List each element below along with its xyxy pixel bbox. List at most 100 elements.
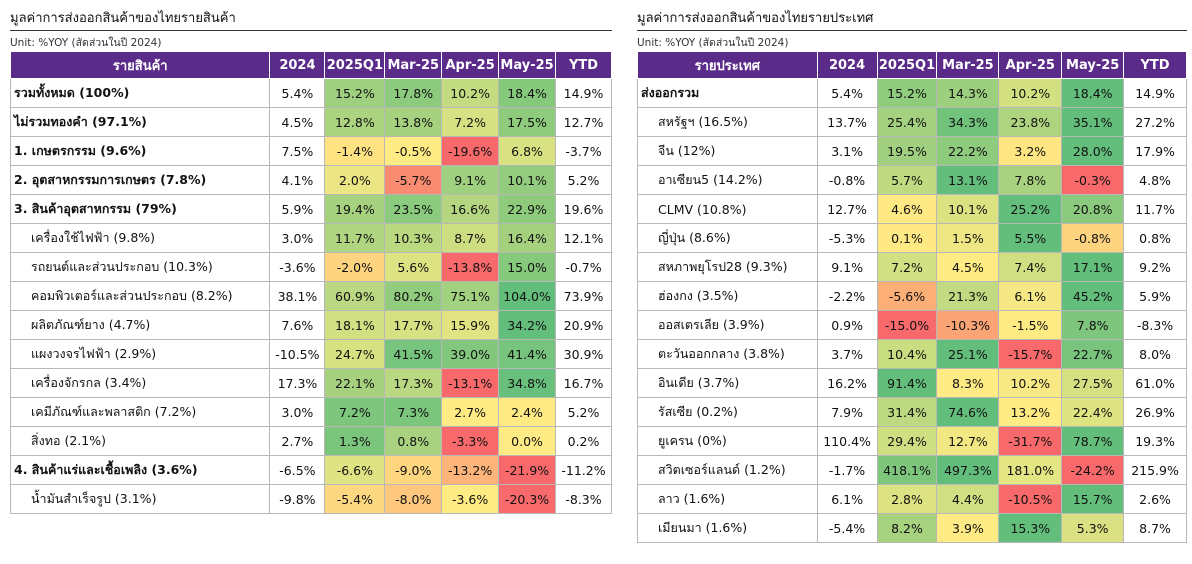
row-label: อินเดีย (3.7%)	[637, 368, 818, 398]
country-table-title: มูลค่าการส่งออกสินค้าของไทยรายประเทศ	[637, 8, 1187, 31]
value-cell: -0.3%	[1061, 165, 1125, 195]
value-cell: 104.0%	[498, 281, 557, 311]
value-cell: 8.7%	[441, 223, 500, 253]
table-row: สหภาพยุโรป28 (9.3%) 9.1% 7.2% 4.5% 7.4% 17.1%…	[637, 252, 1187, 282]
value-cell: 12.1%	[555, 223, 612, 253]
value-cell: 13.2%	[998, 397, 1063, 427]
value-cell: 0.1%	[876, 223, 938, 253]
value-cell: 15.2%	[876, 78, 938, 108]
row-label: ผลิตภัณฑ์ยาง (4.7%)	[9, 310, 271, 340]
value-cell: 15.9%	[441, 310, 500, 340]
value-cell: 11.7%	[1123, 194, 1187, 224]
column-header: Apr-25	[441, 51, 500, 79]
value-cell: 17.3%	[384, 368, 443, 398]
value-cell: 18.4%	[498, 78, 557, 108]
value-cell: 0.8%	[384, 426, 443, 456]
table-row: รัสเซีย (0.2%) 7.9% 31.4% 74.6% 13.2% 22.4% 26…	[637, 397, 1187, 427]
value-cell: 74.6%	[936, 397, 1000, 427]
table-row: ลาว (1.6%) 6.1% 2.8% 4.4% -10.5% 15.7% 2.6%	[637, 484, 1187, 514]
value-cell: 45.2%	[1061, 281, 1125, 311]
value-cell: 1.5%	[936, 223, 1000, 253]
table-row: รวมทั้งหมด (100%) 5.4% 15.2% 17.8% 10.2% 18.4…	[9, 78, 612, 108]
value-cell: 10.1%	[936, 194, 1000, 224]
value-cell: 15.0%	[498, 252, 557, 282]
value-cell: 61.0%	[1123, 368, 1187, 398]
value-cell: 8.3%	[936, 368, 1000, 398]
value-cell: 9.1%	[816, 252, 878, 282]
value-cell: 3.9%	[936, 513, 1000, 543]
value-cell: 21.3%	[936, 281, 1000, 311]
value-cell: 15.3%	[998, 513, 1063, 543]
value-cell: 80.2%	[384, 281, 443, 311]
value-cell: 39.0%	[441, 339, 500, 369]
table-header-row: รายประเทศ 2024 2025Q1 Mar-25 Apr-25 May-25 YTD	[637, 51, 1187, 79]
table-row: อินเดีย (3.7%) 16.2% 91.4% 8.3% 10.2% 27.5% 61…	[637, 368, 1187, 398]
value-cell: 3.1%	[816, 136, 878, 166]
column-header: YTD	[555, 51, 612, 79]
value-cell: 7.4%	[998, 252, 1063, 282]
value-cell: -2.0%	[324, 252, 386, 282]
column-header: Mar-25	[936, 51, 1000, 79]
value-cell: 3.7%	[816, 339, 878, 369]
value-cell: 19.6%	[555, 194, 612, 224]
value-cell: 20.8%	[1061, 194, 1125, 224]
column-header: รายสินค้า	[9, 51, 271, 79]
value-cell: -2.2%	[816, 281, 878, 311]
value-cell: -15.0%	[876, 310, 938, 340]
column-header: May-25	[1061, 51, 1125, 79]
value-cell: 7.5%	[269, 136, 326, 166]
value-cell: 15.2%	[324, 78, 386, 108]
value-cell: 5.3%	[1061, 513, 1125, 543]
value-cell: 181.0%	[998, 455, 1063, 485]
value-cell: 215.9%	[1123, 455, 1187, 485]
value-cell: 5.2%	[555, 165, 612, 195]
value-cell: 26.9%	[1123, 397, 1187, 427]
column-header: Mar-25	[384, 51, 443, 79]
value-cell: 13.8%	[384, 107, 443, 137]
value-cell: 9.2%	[1123, 252, 1187, 282]
product-table-unit: Unit: %YOY (สัดส่วนในปี 2024)	[10, 37, 162, 49]
value-cell: -8.3%	[1123, 310, 1187, 340]
row-label: 3. สินค้าอุตสาหกรรม (79%)	[9, 194, 271, 224]
table-row: ตะวันออกกลาง (3.8%) 3.7% 10.4% 25.1% -15.7% 2…	[637, 339, 1187, 369]
value-cell: 8.2%	[876, 513, 938, 543]
value-cell: -3.6%	[269, 252, 326, 282]
value-cell: 17.3%	[269, 368, 326, 398]
value-cell: -9.0%	[384, 455, 443, 485]
value-cell: 7.8%	[998, 165, 1063, 195]
value-cell: 497.3%	[936, 455, 1000, 485]
country-export-panel: มูลค่าการส่งออกสินค้าของไทยรายประเทศ Uni…	[637, 0, 1187, 543]
value-cell: -6.5%	[269, 455, 326, 485]
value-cell: 5.6%	[384, 252, 443, 282]
value-cell: 6.1%	[998, 281, 1063, 311]
value-cell: 23.5%	[384, 194, 443, 224]
value-cell: -5.7%	[384, 165, 443, 195]
value-cell: 25.1%	[936, 339, 1000, 369]
column-header: May-25	[498, 51, 557, 79]
row-label: เมียนมา (1.6%)	[637, 513, 818, 543]
row-label: คอมพิวเตอร์และส่วนประกอบ (8.2%)	[9, 281, 271, 311]
value-cell: -3.3%	[441, 426, 500, 456]
row-label: เคมีภัณฑ์และพลาสติก (7.2%)	[9, 397, 271, 427]
table-row: น้ำมันสำเร็จรูป (3.1%) -9.8% -5.4% -8.0% -3.…	[9, 484, 612, 514]
value-cell: 28.0%	[1061, 136, 1125, 166]
row-label: CLMV (10.8%)	[637, 194, 818, 224]
value-cell: 12.8%	[324, 107, 386, 137]
row-label: สิ่งทอ (2.1%)	[9, 426, 271, 456]
value-cell: -20.3%	[498, 484, 557, 514]
value-cell: -31.7%	[998, 426, 1063, 456]
value-cell: 38.1%	[269, 281, 326, 311]
value-cell: 7.2%	[441, 107, 500, 137]
value-cell: 0.8%	[1123, 223, 1187, 253]
value-cell: 11.7%	[324, 223, 386, 253]
value-cell: 75.1%	[441, 281, 500, 311]
table-row: เครื่องจักรกล (3.4%) 17.3% 22.1% 17.3% -13.1…	[9, 368, 612, 398]
column-header: YTD	[1123, 51, 1187, 79]
value-cell: 16.6%	[441, 194, 500, 224]
row-label: ออสเตรเลีย (3.9%)	[637, 310, 818, 340]
row-label: เครื่องจักรกล (3.4%)	[9, 368, 271, 398]
value-cell: 73.9%	[555, 281, 612, 311]
value-cell: 0.0%	[498, 426, 557, 456]
value-cell: -8.0%	[384, 484, 443, 514]
table-row: CLMV (10.8%) 12.7% 4.6% 10.1% 25.2% 20.8% 11.7…	[637, 194, 1187, 224]
